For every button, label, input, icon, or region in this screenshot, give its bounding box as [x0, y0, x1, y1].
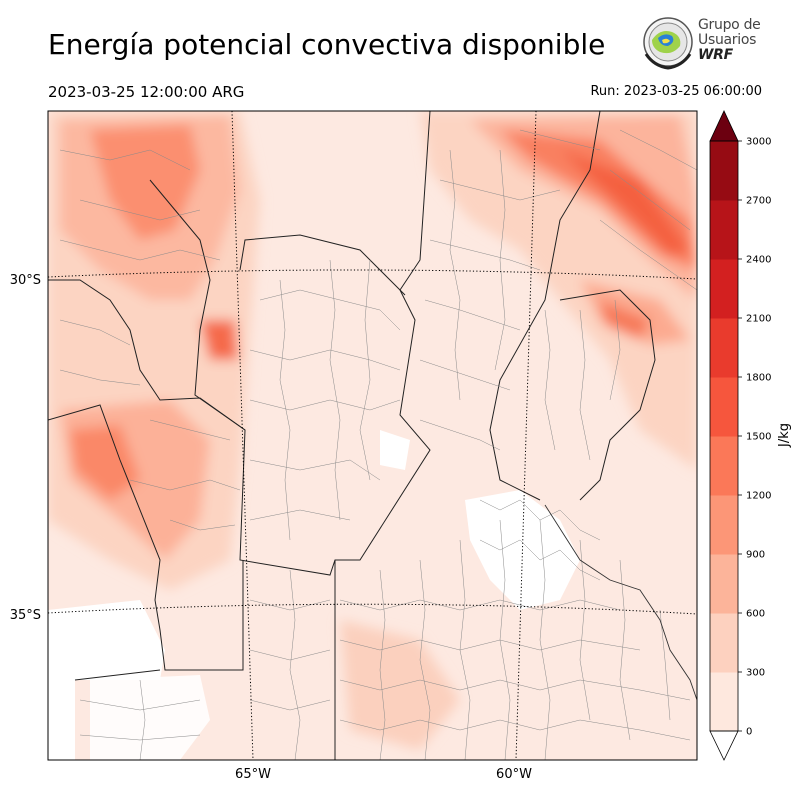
- colorbar-tick-label: 300: [746, 668, 765, 679]
- colorbar-tick-label: 1800: [746, 373, 771, 384]
- cape-core-cordoba: [200, 320, 238, 360]
- colorbar-extend-min: [709, 730, 739, 761]
- cape-contours: [48, 111, 697, 750]
- colorbar-tick-label: 0: [746, 727, 752, 738]
- lon-label-60w: 60°W: [496, 767, 532, 782]
- gridline-65w: [231, 111, 254, 760]
- page-title: Energía potencial convectiva disponible: [48, 28, 606, 61]
- lon-label-65w: 65°W: [235, 767, 271, 782]
- colorbar: 0 300 600 900 1200 1500 1800 2100 2400 2700 3000: [709, 110, 771, 761]
- province-borders: [59, 129, 697, 760]
- colorbar-tick-label: 600: [746, 609, 765, 620]
- colorbar-bin: [710, 495, 738, 555]
- wrf-logo: Grupo de Usuarios WRF: [638, 16, 768, 72]
- colorbar-tick-label: 900: [746, 550, 765, 561]
- cape-core-east: [600, 300, 650, 340]
- colorbar-tick-label: 1200: [746, 491, 771, 502]
- colorbar-bin: [710, 436, 738, 496]
- colorbar-bin: [710, 200, 738, 260]
- logo-line3: WRF: [698, 47, 733, 63]
- country-borders: [48, 111, 656, 760]
- cape-core-west: [70, 425, 140, 500]
- cape-max-northeast: [560, 150, 690, 255]
- colorbar-tick-label: 1500: [746, 432, 771, 443]
- valid-time: 2023-03-25 12:00:00 ARG: [48, 83, 245, 101]
- logo-line1: Grupo de: [698, 17, 761, 33]
- cape-region-uruguay: [580, 280, 690, 345]
- colorbar-bin: [710, 318, 738, 378]
- colorbar-tick-label: 2100: [746, 314, 771, 325]
- colorbar-bin: [710, 377, 738, 437]
- zero-cape-south: [90, 675, 210, 760]
- run-time: Run: 2023-03-25 06:00:00: [590, 84, 762, 99]
- colorbar-tick-label: 3000: [746, 137, 771, 148]
- colorbar-label: J/kg: [777, 423, 792, 448]
- colorbar-tick-label: 2700: [746, 196, 771, 207]
- cape-region-ne-band: [470, 115, 697, 300]
- cape-field: [48, 111, 697, 760]
- colorbar-bin: [710, 554, 738, 614]
- colorbar-bin: [710, 141, 738, 201]
- colorbar-extend-max: [709, 110, 739, 142]
- cape-core-northwest: [90, 125, 200, 240]
- lat-label-30s: 30°S: [10, 273, 41, 288]
- colorbar-bin: [710, 672, 738, 732]
- globe-icon: [643, 17, 693, 70]
- colorbar-bin: [710, 613, 738, 673]
- cape-core-northeast: [500, 130, 697, 270]
- zero-cape-patch: [380, 430, 410, 470]
- logo-line2: Usuarios: [698, 32, 757, 48]
- graticule: [48, 111, 697, 760]
- lat-label-35s: 35°S: [10, 608, 41, 623]
- colorbar-bin: [710, 259, 738, 319]
- map-frame: [47, 110, 698, 761]
- gridline-60w: [515, 111, 537, 760]
- colorbar-tick-label: 2400: [746, 255, 771, 266]
- coastline: [544, 504, 697, 701]
